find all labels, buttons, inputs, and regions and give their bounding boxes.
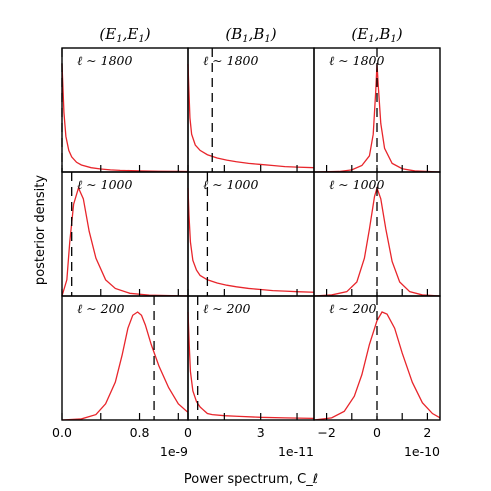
multipole-label: ℓ ∼ 1800 <box>203 53 258 68</box>
panel-r0-c1: ℓ ∼ 1800 <box>187 47 315 173</box>
panel-r1-c2: ℓ ∼ 1000 <box>313 171 441 297</box>
panel-r2-c0: ℓ ∼ 200 <box>61 295 189 421</box>
x-tick-label: −2 <box>317 425 335 440</box>
multipole-label: ℓ ∼ 1000 <box>203 177 258 192</box>
posterior-curve <box>313 311 441 421</box>
multipole-label: ℓ ∼ 200 <box>329 301 377 316</box>
x-tick-label: 2 <box>423 425 431 440</box>
multipole-label: ℓ ∼ 1800 <box>77 53 132 68</box>
posterior-curve <box>187 63 315 169</box>
x-tick-label: 0.0 <box>52 425 72 440</box>
multipole-label: ℓ ∼ 1000 <box>77 177 132 192</box>
posterior-curve <box>187 187 315 293</box>
column-title-b1b1: (B1,B1) <box>225 25 276 45</box>
x-tick-labels: 0.0 0.8 1e-9 0 3 1e-11−2 0 2 1e-10 <box>52 425 440 459</box>
x-offset-label: 1e-9 <box>160 444 188 459</box>
x-axis-label-text: Power spectrum, C_ℓ <box>184 472 318 487</box>
x-offset-label: 1e-11 <box>278 444 314 459</box>
panels-grid: ℓ ∼ 1800 ℓ ∼ 1800 ℓ ∼ 1800 ℓ ∼ 1000 ℓ ∼ 1000… <box>61 47 441 421</box>
multipole-label: ℓ ∼ 1800 <box>329 53 384 68</box>
x-tick-label: 0 <box>184 425 192 440</box>
multipole-label: ℓ ∼ 200 <box>77 301 125 316</box>
x-tick-label: 0.8 <box>130 425 150 440</box>
panel-r2-c1: ℓ ∼ 200 <box>187 295 315 421</box>
panel-r1-c1: ℓ ∼ 1000 <box>187 171 315 297</box>
y-axis-label: posterior density <box>33 175 48 285</box>
panel-frame <box>313 295 441 421</box>
panel-r0-c0: ℓ ∼ 1800 <box>61 47 189 173</box>
posterior-curve <box>61 186 189 297</box>
panel-r1-c0: ℓ ∼ 1000 <box>61 171 189 297</box>
panel-r2-c2: ℓ ∼ 200 <box>313 295 441 421</box>
posterior-curve <box>61 311 189 421</box>
multipole-label: ℓ ∼ 1000 <box>329 177 384 192</box>
posterior-curve <box>61 63 189 173</box>
panel-r0-c2: ℓ ∼ 1800 <box>313 47 441 173</box>
multipole-label: ℓ ∼ 200 <box>203 301 251 316</box>
x-offset-label: 1e-10 <box>404 444 440 459</box>
column-title-e1b1: (E1,B1) <box>351 25 402 45</box>
x-tick-label: 0 <box>373 425 381 440</box>
column-title-e1e1: (E1,E1) <box>99 25 150 45</box>
x-axis-label: Power spectrum, C_ℓ <box>184 472 318 487</box>
x-tick-label: 3 <box>257 425 265 440</box>
posterior-curve <box>187 311 315 420</box>
